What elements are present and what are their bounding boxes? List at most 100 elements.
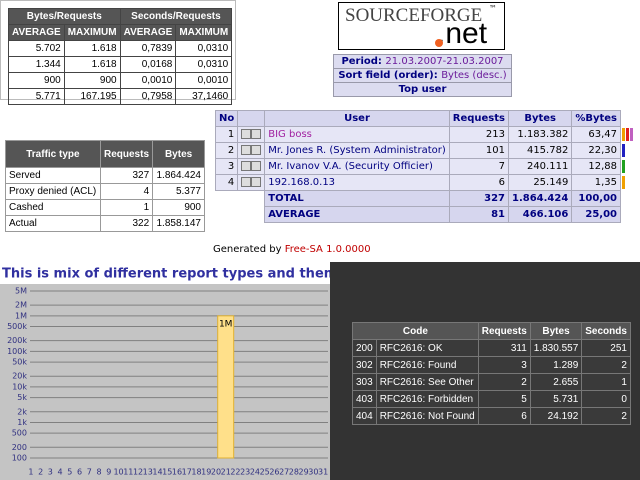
y-tick-label: 10k <box>12 382 27 391</box>
cell: Actual <box>5 215 101 232</box>
cell: 25.149 <box>507 174 573 191</box>
column-header: Requests <box>99 140 154 168</box>
cell: 81 <box>448 206 510 223</box>
cell: 25,00 <box>571 206 621 223</box>
color-bars <box>620 142 636 159</box>
chart-title: This is mix of different report types an… <box>2 267 330 282</box>
x-tick-label: 15 <box>162 468 172 477</box>
color-bar <box>626 128 629 141</box>
y-tick-label: 500 <box>12 429 27 438</box>
cell: 251 <box>581 339 631 357</box>
logo-dot <box>435 39 443 47</box>
icon-cell <box>237 158 266 175</box>
y-tick-label: 100 <box>12 454 27 463</box>
x-tick-label: 14 <box>152 468 162 477</box>
column-header: MAXIMUM <box>175 24 233 41</box>
color-bar <box>630 128 633 141</box>
period: Period: 21.03.2007-21.03.2007 <box>333 54 512 69</box>
icon-cell <box>237 142 266 159</box>
cell: 322 <box>99 215 154 232</box>
row: 4 192.168.0.13 6 25.149 1,35 <box>214 174 636 191</box>
generated: Generated by Free-SA 1.0.0000 <box>213 244 371 255</box>
cell: 1.864.424 <box>507 190 573 207</box>
value: 21.03.2007-21.03.2007 <box>385 56 504 67</box>
icon <box>241 145 252 155</box>
x-tick-label: 22 <box>230 468 240 477</box>
color-bar <box>622 128 625 141</box>
cell: 63,47 <box>571 126 621 143</box>
column-header: Requests <box>448 110 510 127</box>
cell: 311 <box>477 339 531 357</box>
cell: 5.771 <box>8 88 65 105</box>
blank <box>215 190 265 207</box>
header-row: Code Requests Bytes Seconds <box>352 322 631 340</box>
cell: 4 <box>99 183 154 200</box>
y-tick-label: 200 <box>12 443 27 452</box>
cell: 0,0010 <box>175 72 233 89</box>
cell: 167.195 <box>63 88 121 105</box>
x-tick-label: 5 <box>67 468 72 477</box>
cell: 327 <box>99 167 154 184</box>
cell: 6 <box>477 407 531 425</box>
icon <box>251 129 262 139</box>
cell: 3 <box>477 356 531 374</box>
generated-product: Free-SA 1.0.0000 <box>284 244 371 255</box>
bar <box>217 315 235 459</box>
row: 1 BIG boss 213 1.183.382 63,47 <box>214 126 636 143</box>
icon <box>251 161 262 171</box>
x-tick-label: 2 <box>38 468 43 477</box>
row: Served 327 1.864.424 <box>5 167 205 184</box>
sort: Sort field (order): Bytes (desc.) <box>333 68 512 83</box>
y-tick-label: 1k <box>17 418 27 427</box>
row: 303 RFC2616: See Other 2 2.655 1 <box>352 373 631 391</box>
cell: 0 <box>581 390 631 408</box>
y-tick-label: 1M <box>15 311 27 320</box>
cell: 5.731 <box>529 390 583 408</box>
column-header: User <box>264 110 450 127</box>
cell: 303 <box>352 373 377 391</box>
x-tick-label: 30 <box>308 468 318 477</box>
cell: RFC2616: Not Found <box>375 407 479 425</box>
summary-row: AVERAGE 81 466.106 25,00 <box>215 206 636 223</box>
y-tick-label: 20k <box>12 372 27 381</box>
value: Bytes (desc.) <box>441 70 507 81</box>
cell: 5 <box>477 390 531 408</box>
row: Sort field (order): Bytes (desc.) <box>333 68 512 83</box>
logo-tm: ™ <box>489 4 497 13</box>
row: 5.771 167.195 0,7958 37,1460 <box>8 88 233 105</box>
y-tick-label: 500k <box>7 322 27 331</box>
icon-cell <box>237 174 266 191</box>
code-table: Code Requests Bytes Seconds 200 RFC2616: OK 31… <box>352 322 631 425</box>
code-panel: Code Requests Bytes Seconds 200 RFC2616: OK 31… <box>352 322 631 425</box>
icon-header <box>237 110 266 127</box>
row: Period: 21.03.2007-21.03.2007 <box>333 54 512 69</box>
x-tick-label: 19 <box>201 468 211 477</box>
header-row: AVERAGE MAXIMUM AVERAGE MAXIMUM <box>8 24 233 41</box>
cell: 24.192 <box>529 407 583 425</box>
x-tick-label: 13 <box>143 468 153 477</box>
x-tick-label: 17 <box>182 468 192 477</box>
x-tick-label: 12 <box>133 468 143 477</box>
cell: 213 <box>448 126 510 143</box>
column-header: Code <box>352 322 479 340</box>
row: Actual 322 1.858.147 <box>5 215 205 232</box>
column-header: Bytes <box>152 140 205 168</box>
cell: 1 <box>214 126 239 143</box>
cell: 900 <box>152 199 205 216</box>
cell: 1.618 <box>63 40 121 57</box>
cell: 0,7839 <box>119 40 177 57</box>
cell: 0,0310 <box>175 40 233 57</box>
cell: 900 <box>63 72 121 89</box>
cell: 1.289 <box>529 356 583 374</box>
x-tick-label: 11 <box>123 468 133 477</box>
header-row: No User Requests Bytes %Bytes <box>214 110 636 127</box>
y-tick-label: 2M <box>15 301 27 310</box>
column-header: AVERAGE <box>8 24 65 41</box>
y-tick-label: 5k <box>17 393 27 402</box>
row: 302 RFC2616: Found 3 1.289 2 <box>352 356 631 374</box>
y-tick-label: 200k <box>7 336 27 345</box>
x-tick-label: 20 <box>211 468 221 477</box>
x-tick-label: 26 <box>269 468 279 477</box>
x-tick-label: 9 <box>106 468 111 477</box>
logo-domain: .net <box>437 17 488 50</box>
